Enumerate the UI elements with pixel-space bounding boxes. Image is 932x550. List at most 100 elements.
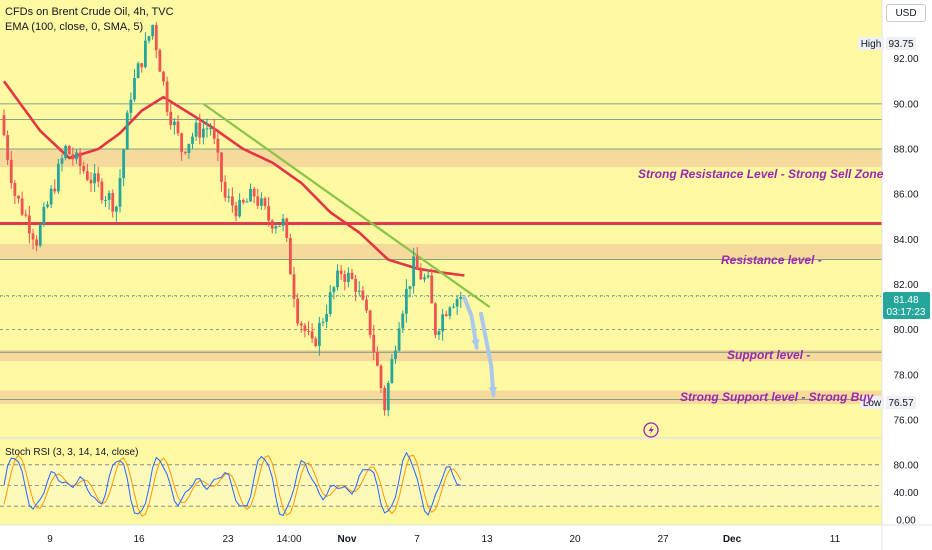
- candle-body: [339, 270, 343, 275]
- candle-body: [122, 149, 126, 179]
- candle-body: [455, 298, 459, 307]
- candle-body: [27, 215, 31, 234]
- candle-body: [53, 188, 57, 192]
- candle-body: [38, 224, 42, 246]
- candle-body: [310, 331, 314, 339]
- candle-body: [104, 199, 107, 201]
- candle-body: [6, 135, 10, 160]
- candle-body: [321, 321, 325, 323]
- main-pane-background: [0, 0, 882, 438]
- candle-body: [263, 198, 267, 207]
- candle-body: [267, 206, 271, 221]
- candle-body: [89, 179, 93, 184]
- candle-body: [419, 269, 423, 280]
- candle-body: [404, 288, 408, 314]
- candle-body: [100, 181, 104, 201]
- candle-body: [426, 275, 430, 278]
- last-price-box: [883, 292, 930, 319]
- candle-body: [223, 181, 227, 198]
- projection-arrow-head: [488, 386, 498, 396]
- rsi-tick-label: 80.00: [893, 460, 918, 471]
- candle-body: [180, 133, 184, 152]
- candle-body: [241, 200, 245, 203]
- candle-body: [20, 198, 24, 215]
- candle-body: [151, 25, 155, 37]
- time-tick-label: 7: [414, 534, 420, 545]
- last-price-tag: 81.48 03:17:23: [883, 292, 930, 319]
- low-value: 76.57: [888, 398, 913, 409]
- indicator-label[interactable]: EMA (100, close, 0, SMA, 5): [5, 21, 144, 33]
- candle-body: [437, 331, 441, 335]
- price-axis[interactable]: 92.00 90.00 88.00 86.00 84.00 82.00 80.00 78.00…: [893, 54, 918, 526]
- candle-body: [249, 188, 252, 202]
- candle-body: [379, 365, 383, 388]
- candle-body: [172, 121, 176, 126]
- candle-body: [230, 196, 234, 206]
- candle-body: [383, 387, 387, 411]
- candle-body: [245, 201, 249, 203]
- currency-button[interactable]: USD: [886, 4, 926, 22]
- candle-body: [288, 237, 292, 275]
- price-tick-label: 78.00: [893, 370, 918, 381]
- candle-body: [343, 274, 347, 282]
- candle-body: [375, 351, 379, 366]
- trendline: [202, 102, 491, 308]
- candle-body: [96, 173, 100, 182]
- chart-title[interactable]: CFDs on Brent Crude Oil, 4h, TVC: [5, 6, 174, 18]
- countdown-timer: 03:17:23: [887, 307, 926, 318]
- time-tick-label: 13: [481, 534, 493, 545]
- lightning-icon[interactable]: [643, 422, 659, 438]
- candle-body: [281, 218, 285, 226]
- annotation-strong-resistance: Strong Resistance Level - Strong Sell Zo…: [638, 167, 884, 181]
- candle-body: [136, 63, 140, 79]
- candle-body: [13, 182, 17, 196]
- projection-arrow-shaft: [479, 311, 496, 398]
- rsi-d-line: [3, 454, 462, 517]
- candle-body: [49, 188, 53, 205]
- candle-body: [394, 350, 397, 360]
- candle-body: [158, 50, 162, 72]
- price-tick-label: 92.00: [893, 54, 918, 65]
- time-tick-label: 9: [47, 534, 53, 545]
- low-label-box: [860, 396, 884, 409]
- candle-body: [365, 299, 368, 311]
- price-tick-label: 90.00: [893, 99, 918, 110]
- candle-body: [147, 36, 151, 41]
- annotation-resistance: Resistance level -: [721, 253, 822, 267]
- candle-body: [234, 205, 238, 217]
- candle-body: [346, 272, 350, 282]
- time-axis[interactable]: 9 16 23 14:00 Nov 7 13 20 27 Dec 11: [47, 534, 840, 545]
- candle-body: [220, 152, 223, 182]
- time-tick-label: Nov: [338, 534, 357, 545]
- candle-body: [107, 193, 111, 200]
- candle-body: [118, 178, 122, 207]
- candle-body: [2, 115, 6, 136]
- candle-body: [187, 143, 191, 153]
- candle-body: [452, 306, 455, 308]
- candle-body: [129, 99, 133, 113]
- projection-arrows: [462, 296, 498, 398]
- candle-body: [441, 314, 445, 332]
- candle-body: [191, 136, 194, 144]
- price-tick-label: 82.00: [893, 280, 918, 291]
- candle-body: [397, 328, 401, 351]
- last-price-value: 81.48: [893, 295, 918, 306]
- candle-body: [42, 206, 46, 225]
- candle-body: [256, 196, 260, 206]
- rsi-title[interactable]: Stoch RSI (3, 3, 14, 14, close): [5, 447, 139, 458]
- time-tick-label: 11: [830, 534, 841, 545]
- candle-body: [165, 81, 169, 112]
- candle-body: [296, 298, 300, 324]
- candle-body: [140, 63, 144, 68]
- low-label: Low: [863, 398, 882, 409]
- candle-body: [125, 112, 129, 150]
- candle-body: [299, 323, 303, 326]
- candle-body: [354, 278, 358, 292]
- candles-layer: [2, 22, 463, 417]
- candle-body: [82, 166, 86, 172]
- candle-body: [60, 158, 64, 164]
- high-tag: High 93.75: [858, 37, 916, 50]
- annotation-support: Support level -: [727, 348, 811, 362]
- low-value-box: [886, 396, 916, 409]
